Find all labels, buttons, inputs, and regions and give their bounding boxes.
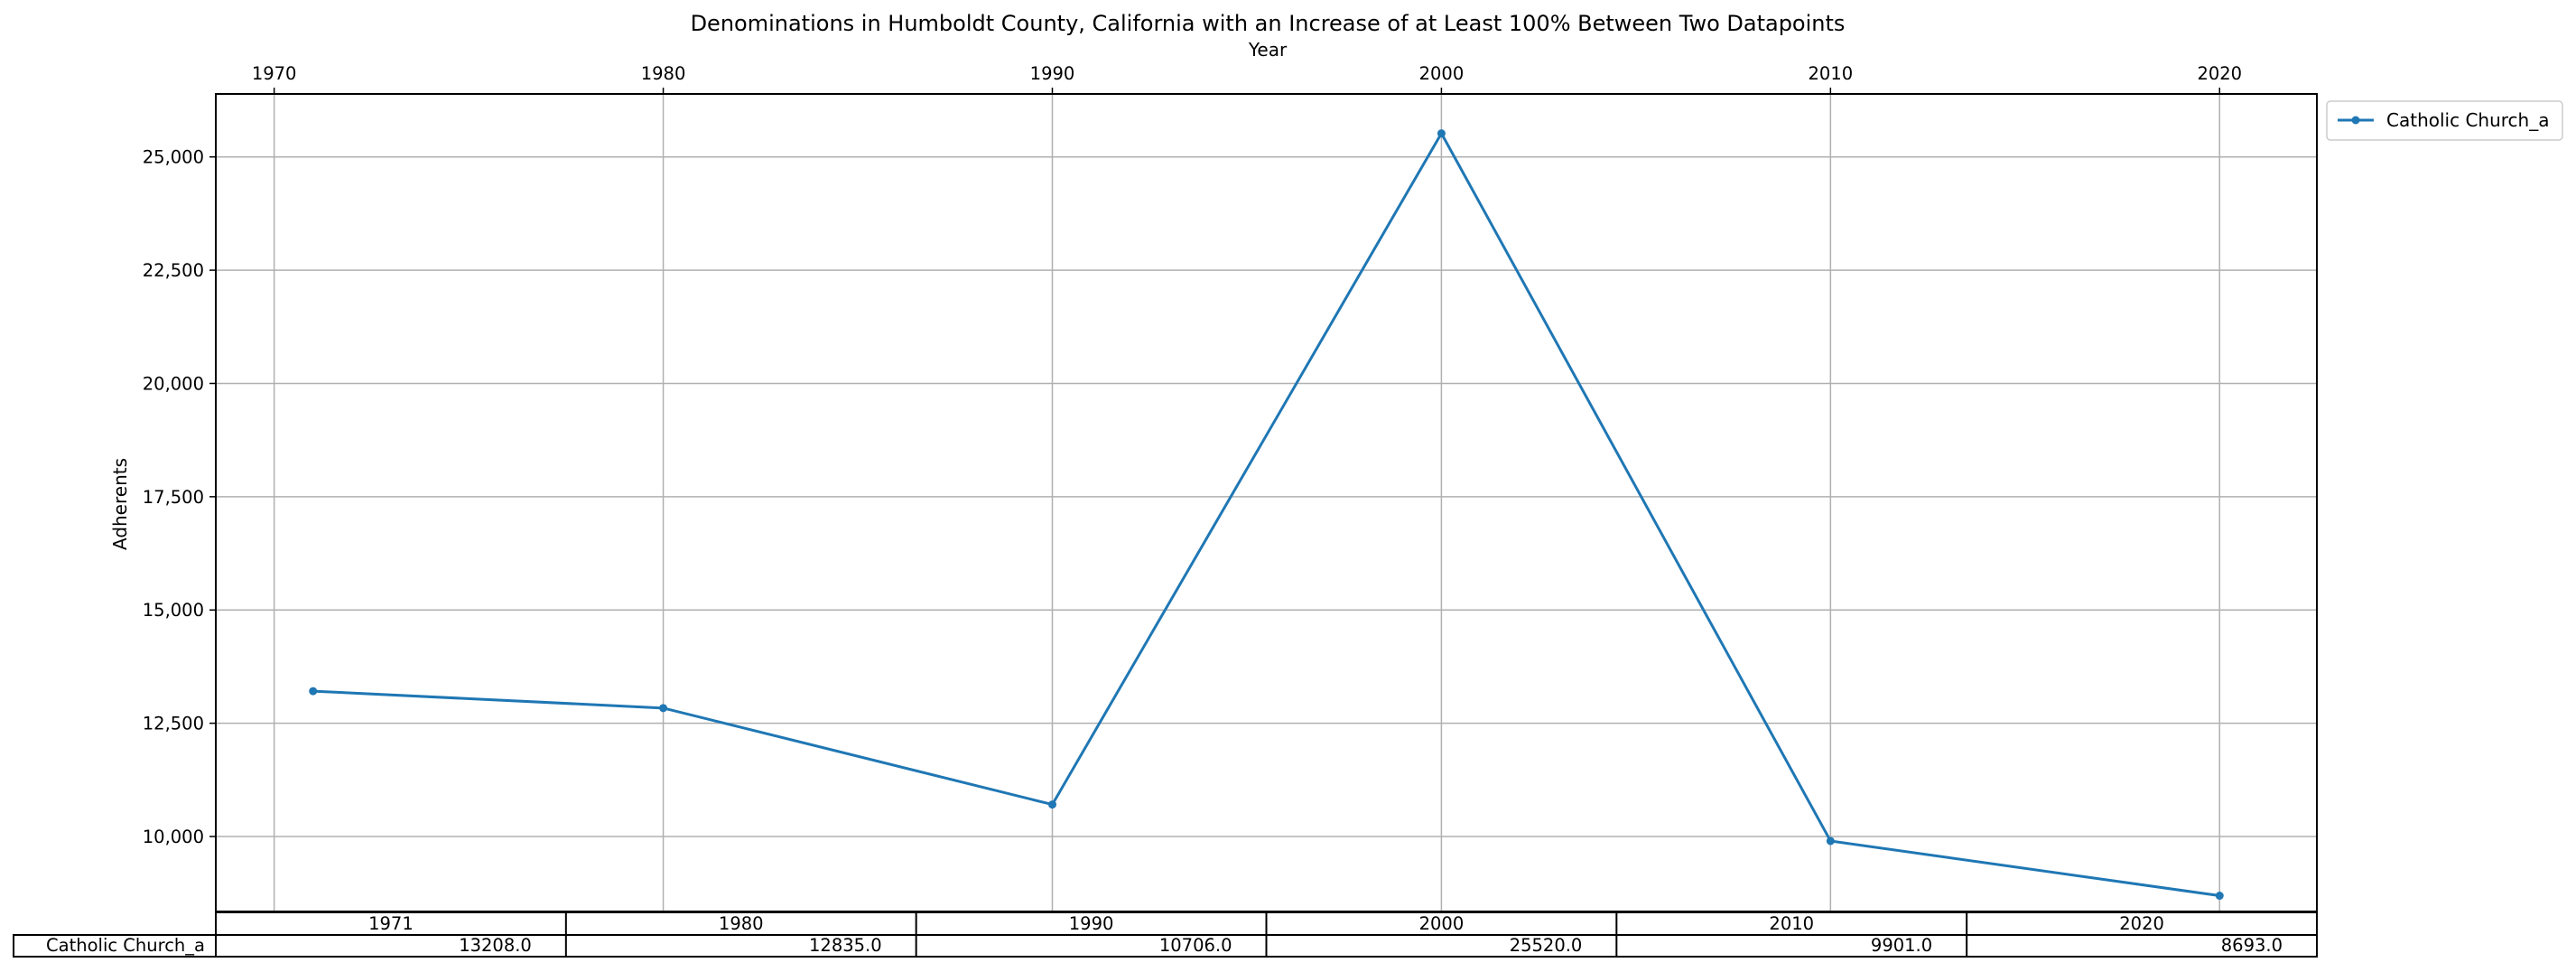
grid [216, 94, 2317, 911]
data-point [1437, 129, 1446, 138]
x-tick-label: 1990 [1030, 63, 1075, 84]
table-cell: 12835.0 [809, 935, 882, 956]
chart-title: Denominations in Humboldt County, Califo… [691, 11, 1846, 36]
table-body-row [13, 934, 2318, 958]
table-column-header: 2020 [2119, 913, 2164, 934]
table-cell: 13208.0 [459, 935, 532, 956]
table-row-label: Catholic Church_a [46, 935, 205, 956]
table-column-header: 1971 [368, 913, 414, 934]
y-tick-label: 15,000 [143, 600, 204, 621]
x-tick-label: 1980 [641, 63, 686, 84]
legend-box [2326, 100, 2563, 141]
table-column-header: 1980 [719, 913, 764, 934]
legend-label-catholic-church-a: Catholic Church_a [2386, 109, 2549, 131]
legend: Catholic Church_a [2326, 100, 2563, 141]
table-column-header: 1990 [1069, 913, 1114, 934]
x-tick-label: 2020 [2197, 63, 2242, 84]
table-column-header: 2000 [1419, 913, 1465, 934]
x-axis-label: Year [1248, 39, 1288, 61]
data-point [2215, 892, 2224, 901]
table-column-header: 2010 [1769, 913, 1814, 934]
x-tick-label: 2010 [1809, 63, 1854, 84]
table-cell: 9901.0 [1871, 935, 1932, 956]
legend-marker-catholic-church-a [2351, 116, 2360, 125]
x-tick-label: 1970 [252, 63, 297, 84]
x-tick-label: 2000 [1419, 63, 1465, 84]
series-layer [309, 129, 2224, 901]
data-point [1047, 800, 1056, 809]
series-line-catholic-church-a [312, 132, 2220, 898]
y-tick-label: 12,500 [143, 714, 204, 734]
table-cell: 25520.0 [1510, 935, 1583, 956]
table-cell: 8693.0 [2221, 935, 2283, 956]
y-tick-label: 25,000 [143, 147, 204, 168]
data-point [659, 704, 668, 713]
data-table: 1971 1980 1990 2000 2010 2020 Catholic Church_… [13, 911, 2318, 958]
data-point [1826, 836, 1835, 846]
axis-ticks: 1970 1980 1990 2000 2010 2020 10,000 12,500 15,0… [143, 63, 2242, 847]
y-axis-label: Adherents [109, 458, 131, 550]
y-tick-label: 17,500 [143, 487, 204, 508]
y-tick-label: 10,000 [143, 827, 204, 847]
y-tick-label: 20,000 [143, 373, 204, 394]
data-point [309, 687, 318, 696]
y-tick-label: 22,500 [143, 260, 204, 281]
table-cell: 10706.0 [1159, 935, 1232, 956]
